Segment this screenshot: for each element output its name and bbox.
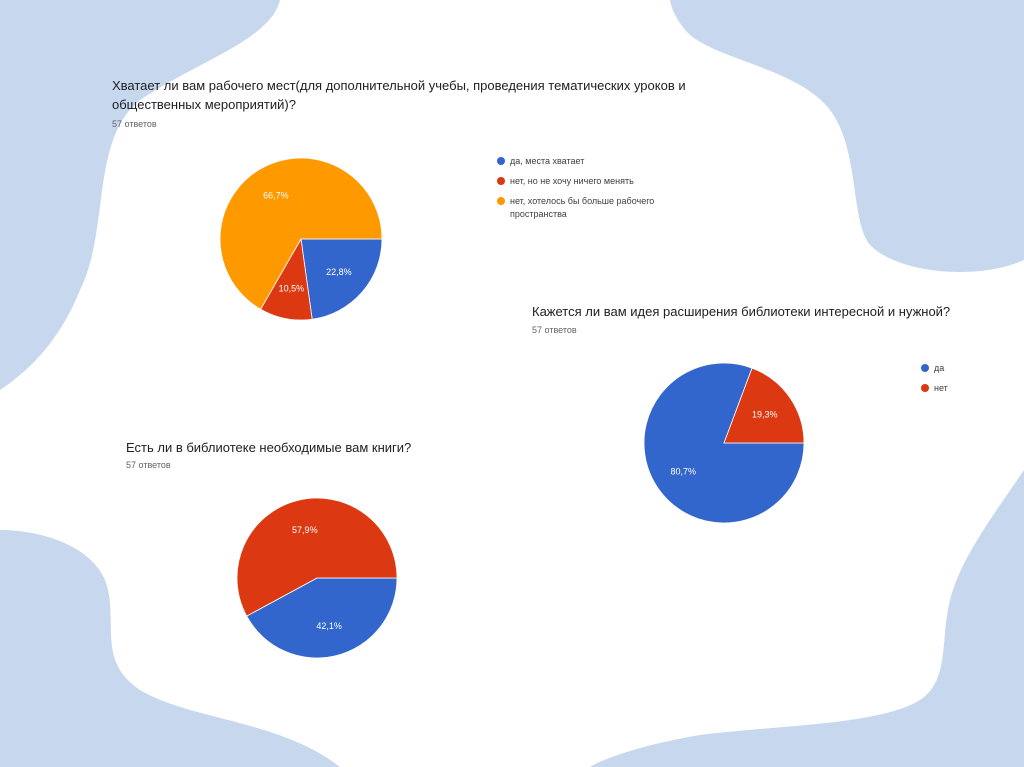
background-blob-top-right bbox=[670, 0, 1024, 272]
background-blob-top-left bbox=[0, 0, 280, 390]
background-blob-bottom-left bbox=[0, 530, 340, 767]
background-blob-bottom-right bbox=[590, 470, 1024, 767]
